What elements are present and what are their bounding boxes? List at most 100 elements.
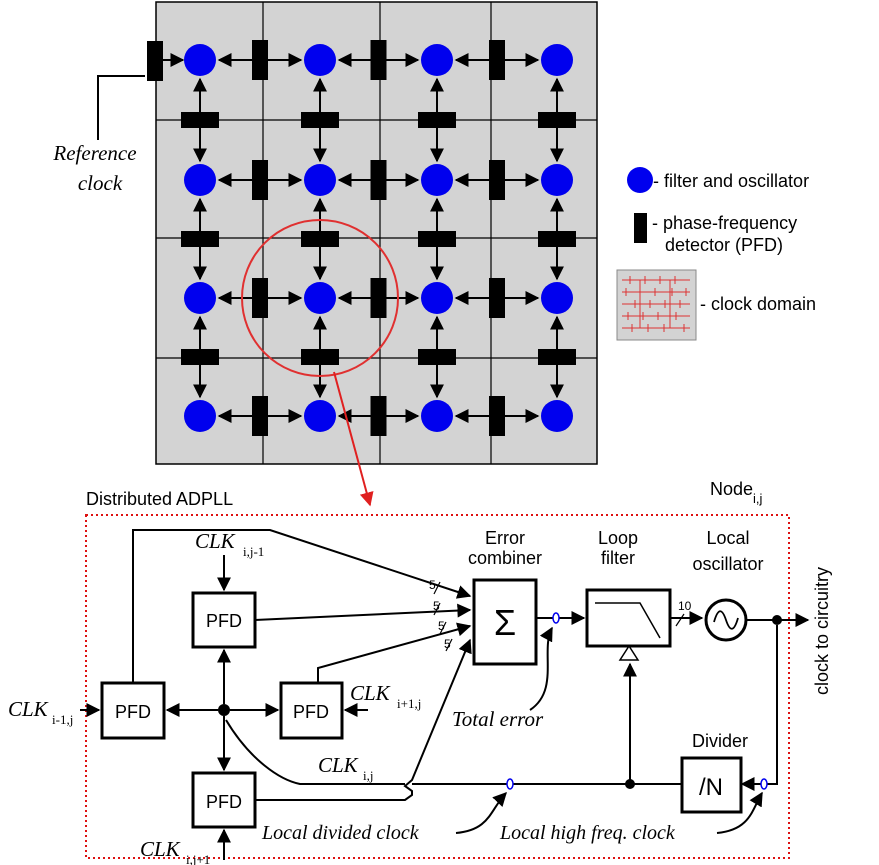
pfd-right-label: PFD [293,702,329,722]
pfd-block [538,349,576,365]
filter-oscillator-node [184,400,216,432]
pfd-network [181,40,576,436]
legend-clock-domain-icon [616,269,697,341]
legend-pfd-line1: - phase-frequency [652,213,797,233]
clk-right-sub: i+1,j [397,696,421,711]
pfd-block [370,278,387,318]
total-error-label: Total error [452,707,544,731]
clk-left-sub: i-1,j [52,712,73,727]
filter-oscillator-node [421,44,453,76]
legend-pfd-line2: detector (PFD) [665,235,783,255]
filter-oscillator-node [541,164,573,196]
filter-oscillator-node [304,164,336,196]
node-label-sub: i,j [753,491,763,506]
reference-clock-label-line2: clock [78,171,123,195]
legend-filter-oscillator: - filter and oscillator [653,171,809,191]
pfd-block [489,160,505,200]
pfd-block [301,112,339,128]
legend-clock-domain: - clock domain [700,294,816,314]
divided-clock-probe [506,778,514,790]
pfd-block [181,112,219,128]
sum-symbol: Σ [494,602,516,643]
filter-oscillator-node [541,282,573,314]
pfd-block [418,349,456,365]
pfd-top [191,591,257,649]
high-freq-probe [760,778,768,790]
pfd-block [301,349,339,365]
local-high-freq-clock-label: Local high freq. clock [499,822,676,844]
filter-oscillator-node [304,400,336,432]
local-divided-clock-label: Local divided clock [261,822,420,844]
lowpass-icon [595,602,661,639]
error-combiner-box [472,578,538,666]
filter-oscillator-node [421,282,453,314]
pfd-block [489,396,505,436]
filter-oscillator-node [304,282,336,314]
clk-left: CLK [8,697,49,721]
osc-output-node [772,615,782,625]
legend-node-icon [627,167,653,193]
clk-bottom-sub: i,j+1 [186,852,210,865]
pfd-block [252,40,268,80]
error-combiner-title-1: Error [485,528,525,548]
local-osc-title-2: oscillator [692,554,763,574]
pfd-block [489,40,505,80]
clk-top: CLK [195,529,236,553]
highlight-circle [241,219,399,377]
loop-filter-control-input [618,644,640,661]
pfd-left-label: PFD [115,702,151,722]
adpll-block-diagram: Distributed ADPLL Node i,j PFD PFD PFD P… [8,479,832,865]
distributed-adpll-border [85,514,790,859]
pfd-block [418,112,456,128]
local-osc-title-1: Local [706,528,749,548]
loop-filter-title-1: Loop [598,528,638,548]
filter-oscillator-node [541,44,573,76]
legend: - filter and oscillator - phase-frequenc… [616,167,816,341]
pfd-block [181,349,219,365]
error-combiner-title-2: combiner [468,548,542,568]
zoom-arrow [333,371,374,507]
clk-top-sub: i,j-1 [243,544,264,559]
pfd-block [370,160,387,200]
sine-wave-icon [713,610,739,630]
filter-oscillator-node [184,44,216,76]
reference-pfd [147,41,163,81]
pfd-block [489,278,505,318]
clk-bottom: CLK [140,837,181,861]
clock-to-circuitry: clock to circuitry [812,567,832,695]
bus-width-3: 5 [438,619,445,633]
pfd-block [370,40,387,80]
pfd-block [538,112,576,128]
bus-width-10: 10 [678,599,692,613]
pfd-block [181,231,219,247]
pfd-right [279,681,344,740]
bus-width-2: 5 [433,599,440,613]
clk-center-sub: i,j [363,768,373,783]
reference-clock-line [97,75,145,140]
clock-domain-grid [97,1,598,507]
bus-width-4: 5 [444,637,451,651]
filter-oscillator-node [184,282,216,314]
pfd-block [252,396,268,436]
filter-oscillator-node [184,164,216,196]
divider-title: Divider [692,731,748,751]
pfd-bottom [191,771,257,829]
divider-label: /N [699,774,723,801]
bus-width-1: 5 [429,578,436,592]
total-error-probe [552,612,560,624]
pfd-block [418,231,456,247]
reference-clock-label-line1: Reference [52,141,136,165]
node-label: Node [710,479,753,499]
pfd-block [370,396,387,436]
filter-oscillator-node [421,400,453,432]
pfd-block [252,278,268,318]
filter-oscillator-node [421,164,453,196]
pfd-bottom-label: PFD [206,792,242,812]
pfd-left [100,681,166,740]
loop-filter-box [585,588,672,648]
filter-oscillator-node [304,44,336,76]
loop-filter-title-2: filter [601,548,635,568]
clk-right: CLK [350,681,391,705]
